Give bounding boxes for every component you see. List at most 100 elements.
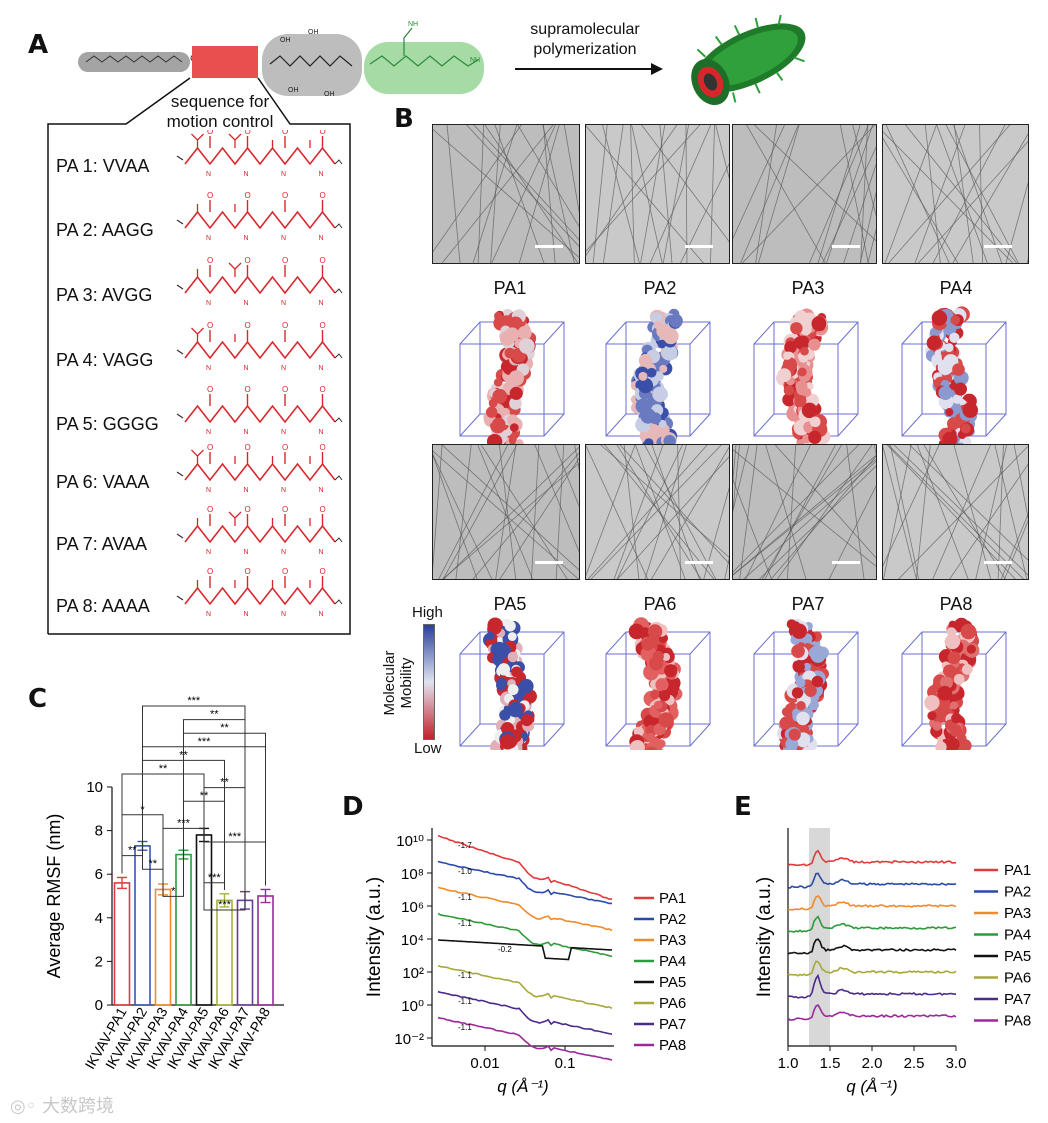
bar-IKVAV-PA1: [113, 882, 131, 1006]
scale-bar: [535, 245, 563, 248]
svg-text:O: O: [320, 321, 326, 330]
svg-text:OH: OH: [280, 37, 291, 44]
sequence-row-3: PA 3: AVGG: [56, 285, 153, 305]
svg-text:N: N: [206, 300, 211, 307]
model-title-pa7: PA7: [791, 594, 825, 614]
svg-text:O: O: [245, 443, 251, 452]
legend-label: PA5: [659, 974, 686, 991]
y-tick-label: 10⁰: [401, 998, 424, 1015]
svg-text:O: O: [282, 443, 288, 452]
series-line-PA7: [437, 990, 613, 1035]
legend-label: PA3: [659, 932, 686, 949]
svg-text:O: O: [282, 191, 288, 200]
x-tick-label: 1.5: [820, 1055, 841, 1072]
legend-label: PA3: [1004, 905, 1031, 922]
peptide-structure-3: O O O O N N N N: [176, 256, 343, 307]
cryo-tem-micrograph-4: [882, 124, 1029, 264]
svg-text:N: N: [281, 487, 286, 494]
svg-text:O: O: [320, 385, 326, 394]
svg-text:N: N: [319, 365, 324, 372]
bar-IKVAV-PA8: [257, 895, 274, 1006]
x-tick-label: 3.0: [946, 1055, 967, 1072]
mobility-model-8: [901, 617, 1007, 750]
series-line-PA3: [787, 895, 957, 911]
svg-text:O: O: [320, 130, 326, 136]
legend-label: PA1: [1004, 862, 1031, 879]
significance-bracket: [142, 837, 164, 881]
sequence-row-2: PA 2: AAGG: [56, 220, 154, 240]
svg-text:O: O: [282, 321, 288, 330]
colorbar-high-label: High: [412, 604, 443, 621]
scale-bar: [685, 561, 713, 564]
slope-label: -1.0: [458, 867, 472, 876]
svg-text:N: N: [206, 171, 211, 178]
y-tick-label: 10: [86, 779, 103, 796]
mobility-model-6: [605, 617, 711, 750]
svg-text:N: N: [244, 487, 249, 494]
svg-text:N: N: [281, 171, 286, 178]
series-line-PA7: [787, 973, 956, 999]
panel-d-letter: D: [342, 792, 364, 822]
sequence-row-4: PA 4: VAGG: [56, 350, 154, 370]
slope-label: -1.1: [458, 893, 472, 902]
sequence-label: sequence for motion control: [140, 92, 300, 132]
svg-text:O: O: [245, 191, 251, 200]
peptide-structure-8: O O O O N N N N: [176, 567, 343, 618]
svg-text:O: O: [245, 567, 251, 576]
cryo-tem-micrograph-1: [432, 124, 580, 264]
cryo-tem-micrograph-5: [432, 444, 580, 580]
svg-text:N: N: [206, 235, 211, 242]
peptide-structures: O O O ON N N NO O O ON N N NO O O ON N N NO O O ON N N NO O O ON N N N…: [176, 130, 343, 618]
svg-text:OH: OH: [288, 87, 299, 94]
colorbar-title-line2: Mobility: [398, 657, 415, 709]
significance-label: **: [210, 709, 219, 721]
peptide-structure-1: O O O O N N N N: [176, 130, 343, 178]
significance-label: ***: [218, 899, 232, 911]
svg-text:O: O: [207, 256, 213, 265]
bioactive-region: NH NH: [364, 21, 484, 94]
y-axis-label: Intensity (a.u.): [364, 877, 385, 997]
model-title-pa4: PA4: [939, 278, 973, 298]
panel-e-letter: E: [734, 792, 752, 822]
x-tick-label: 0.01: [470, 1055, 499, 1072]
svg-text:O: O: [320, 256, 326, 265]
colorbar-low-label: Low: [414, 740, 442, 757]
scale-bar: [832, 561, 860, 564]
legend-label: PA8: [659, 1037, 686, 1054]
legend-label: PA8: [1004, 1013, 1031, 1030]
y-tick-label: 6: [95, 866, 103, 883]
x-axis-label: q (Å⁻¹): [846, 1077, 897, 1096]
colorbar-title-line1: Molecular: [381, 650, 398, 716]
scale-bar: [984, 245, 1012, 248]
significance-label: ***: [208, 872, 222, 884]
motion-control-block: [192, 46, 258, 78]
significance-bracket: [162, 846, 184, 897]
colorbar-title: Molecular Mobility: [381, 643, 415, 723]
significance-label: **: [159, 763, 168, 775]
sequence-row-8: PA 8: AAAA: [56, 596, 150, 616]
svg-text:O: O: [207, 130, 213, 136]
significance-label: **: [200, 790, 209, 802]
model-title-pa6: PA6: [643, 594, 677, 614]
legend-label: PA4: [1004, 927, 1031, 944]
svg-text:OH: OH: [324, 91, 335, 98]
significance-bracket: [183, 800, 225, 890]
svg-text:N: N: [281, 611, 286, 618]
significance-label: **: [220, 722, 229, 734]
bar-IKVAV-PA7: [236, 899, 254, 1006]
mobility-colorbar: [423, 624, 435, 740]
svg-text:O: O: [282, 505, 288, 514]
model-title-pa1: PA1: [493, 278, 527, 298]
legend-label: PA2: [1004, 884, 1031, 901]
series-line-PA3: [437, 886, 613, 932]
y-tick-label: 4: [95, 910, 103, 927]
sequence-label-line2: motion control: [166, 112, 274, 131]
mobility-model-2: [605, 308, 711, 451]
svg-text:O: O: [245, 130, 251, 136]
series-line-PA8: [437, 1016, 613, 1061]
scale-bar: [984, 561, 1012, 564]
svg-text:N: N: [281, 300, 286, 307]
series-line-PA1: [437, 834, 612, 900]
x-axis-label: q (Å⁻¹): [497, 1077, 548, 1096]
charged-region: OH OH OH OH: [262, 29, 362, 98]
